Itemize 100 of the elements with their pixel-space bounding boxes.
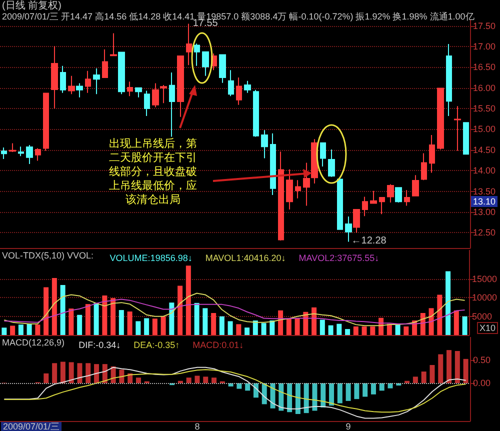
candlestick: [244, 80, 251, 94]
bar: [178, 286, 183, 335]
bar: [454, 310, 459, 335]
bar: [261, 323, 266, 335]
y-tick-label: 14.00: [473, 166, 496, 176]
bar: [462, 316, 468, 335]
bar: [102, 295, 108, 335]
bar: [119, 370, 124, 384]
text: MACD:0.01↓: [192, 340, 244, 350]
candlestick: [353, 209, 360, 234]
candlestick: [286, 168, 293, 210]
chart-title: VOL-TDX(5,10) VVOL:: [2, 250, 94, 260]
bar: [438, 354, 444, 384]
candlestick: [60, 65, 66, 94]
candlestick: [152, 82, 159, 108]
candlestick: [337, 178, 343, 230]
y-tick-label: 17.00: [473, 41, 496, 52]
bar: [60, 362, 66, 384]
bar: [446, 350, 452, 384]
text: MAVOL1:40416.20↓: [205, 253, 286, 263]
bar: [412, 376, 418, 384]
bar: [346, 383, 351, 401]
bar: [454, 351, 460, 384]
bar: [362, 326, 367, 335]
candlestick: [328, 149, 335, 178]
candlestick: [362, 196, 368, 217]
bar: [77, 314, 82, 335]
bar: [320, 383, 326, 408]
bar: [186, 266, 191, 335]
bar: [244, 328, 250, 335]
bar: [186, 378, 192, 384]
y-tick-label: 13.50: [473, 186, 496, 196]
bar: [228, 321, 233, 335]
candlestick: [1, 146, 7, 160]
bar: [94, 302, 99, 335]
bar: [169, 302, 174, 335]
bar: [430, 365, 435, 384]
bar: [85, 304, 90, 335]
bar: [52, 363, 58, 384]
candlestick: [261, 130, 268, 159]
text: 13.10: [473, 196, 496, 206]
y-tick-label: 0.50: [473, 354, 491, 365]
candlestick: [144, 90, 150, 116]
y-tick-label: 12.50: [473, 228, 496, 238]
bar: [245, 383, 250, 391]
bar: [194, 302, 200, 335]
candlestick: [127, 81, 133, 97]
candlestick: [118, 52, 125, 95]
bar: [362, 383, 368, 397]
text: DEA:-0.35↑: [134, 340, 180, 350]
candlestick: [85, 70, 91, 94]
bar: [52, 278, 57, 335]
bar: [286, 318, 292, 335]
bar: [404, 326, 409, 335]
bar: [278, 383, 284, 411]
candlestick: [454, 106, 461, 152]
y-tick-label: 16.00: [473, 82, 496, 93]
chart-title: MACD(12,26,9): [2, 338, 65, 348]
bar: [236, 383, 242, 389]
candlestick: [295, 180, 301, 199]
bar: [86, 363, 91, 384]
bar: [303, 312, 308, 335]
bar: [94, 364, 100, 384]
candlestick: [404, 190, 410, 206]
annotation: 出现上吊线后，第二天股价开在下引线部分，且收盘破上吊线最低价，应该清仓出局: [109, 137, 197, 206]
bar: [18, 324, 24, 335]
series-label: VOLUME:19856.98↓: [110, 253, 192, 263]
bar: [2, 328, 7, 335]
candlestick: [236, 77, 242, 106]
bar: [320, 320, 325, 335]
bar: [395, 324, 400, 335]
bar: [144, 318, 150, 335]
bar: [270, 320, 275, 335]
bar: [35, 324, 40, 335]
candlestick: [26, 144, 33, 164]
y-tick-label: 10000: [472, 292, 498, 303]
candlestick: [446, 44, 452, 116]
bar: [152, 318, 158, 335]
bar: [345, 329, 350, 335]
candlestick: [169, 72, 175, 138]
candlestick: [18, 146, 24, 157]
bar: [26, 324, 32, 335]
line-series: [4, 298, 466, 324]
bar: [446, 271, 451, 335]
candlestick: [370, 190, 377, 204]
chart-title: (日线 前复权): [2, 0, 62, 12]
bar: [77, 363, 82, 384]
bar: [203, 376, 208, 384]
candlestick: [194, 43, 200, 66]
bar: [110, 298, 116, 335]
bar: [437, 294, 442, 335]
annotation: ←12.28: [351, 235, 387, 246]
candlestick: [437, 88, 444, 150]
y-tick-label: 15000: [472, 274, 498, 284]
y-tick-label: 13.00: [473, 207, 496, 217]
bar: [354, 383, 360, 400]
bar: [304, 383, 309, 414]
candlestick: [177, 56, 184, 118]
candlestick: [76, 82, 83, 98]
bar: [68, 362, 74, 384]
